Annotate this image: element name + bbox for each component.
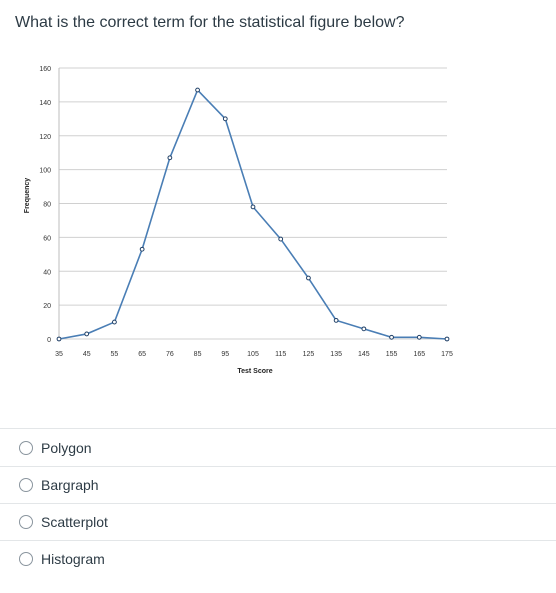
option-label: Bargraph (41, 477, 99, 493)
option-scatterplot[interactable]: Scatterplot (0, 503, 556, 540)
data-point (195, 87, 200, 93)
x-tick-label: 155 (386, 351, 398, 358)
x-tick-label: 105 (247, 351, 259, 358)
y-tick-label: 100 (39, 168, 51, 175)
x-tick-label: 135 (330, 351, 342, 358)
data-point (306, 275, 311, 281)
radio-button-icon[interactable] (19, 478, 33, 492)
option-histogram[interactable]: Histogram (0, 540, 556, 577)
y-tick-label: 20 (43, 303, 51, 310)
data-point (333, 317, 339, 323)
x-tick-label: 175 (441, 351, 453, 358)
x-tick-label: 95 (221, 351, 229, 358)
x-axis-title: Test Score (237, 368, 272, 375)
option-bargraph[interactable]: Bargraph (0, 466, 556, 503)
y-axis-title: Frequency (24, 178, 31, 214)
y-tick-label: 140 (39, 100, 51, 107)
y-tick-label: 160 (39, 66, 51, 73)
radio-button-icon[interactable] (19, 440, 33, 455)
data-point (389, 334, 394, 340)
x-tick-label: 115 (275, 351, 286, 358)
data-point (361, 326, 367, 332)
data-point (278, 236, 284, 242)
data-point (112, 319, 117, 325)
x-tick-label: 35 (55, 351, 63, 358)
radio-button-icon[interactable] (19, 515, 33, 529)
x-tick-label: 125 (303, 351, 315, 358)
x-tick-label: 55 (111, 351, 119, 358)
x-tick-label: 76 (166, 351, 174, 358)
option-label: Histogram (41, 551, 105, 567)
data-point (444, 336, 450, 342)
data-point (222, 116, 228, 122)
answer-options: Polygon Bargraph Scatterplot Histogram (0, 428, 556, 577)
option-label: Scatterplot (41, 514, 108, 530)
x-tick-label: 85 (194, 351, 202, 358)
y-tick-label: 40 (43, 269, 51, 276)
x-tick-label: 45 (83, 351, 91, 358)
data-point (56, 336, 62, 342)
series-line (58, 88, 448, 340)
data-point (84, 331, 90, 337)
data-point (139, 246, 145, 252)
data-point (167, 155, 173, 161)
x-tick-label: 145 (358, 351, 370, 358)
y-tick-label: 60 (43, 235, 51, 242)
x-tick-label: 165 (413, 351, 425, 358)
x-tick-label: 65 (138, 351, 146, 358)
option-label: Polygon (41, 439, 92, 456)
y-tick-label: 120 (39, 134, 51, 141)
data-point (416, 334, 422, 340)
radio-button-icon[interactable] (19, 552, 33, 566)
frequency-polygon-chart: 0 20 40 60 80 100 120 140 160 35 45 55 65 76 85 95 105 11… (24, 66, 453, 375)
question-text: What is the correct term for the statist… (15, 14, 405, 31)
data-point (250, 204, 256, 210)
option-polygon[interactable]: Polygon (0, 428, 556, 466)
y-tick-label: 80 (43, 202, 51, 209)
y-tick-label: 0 (47, 337, 51, 344)
